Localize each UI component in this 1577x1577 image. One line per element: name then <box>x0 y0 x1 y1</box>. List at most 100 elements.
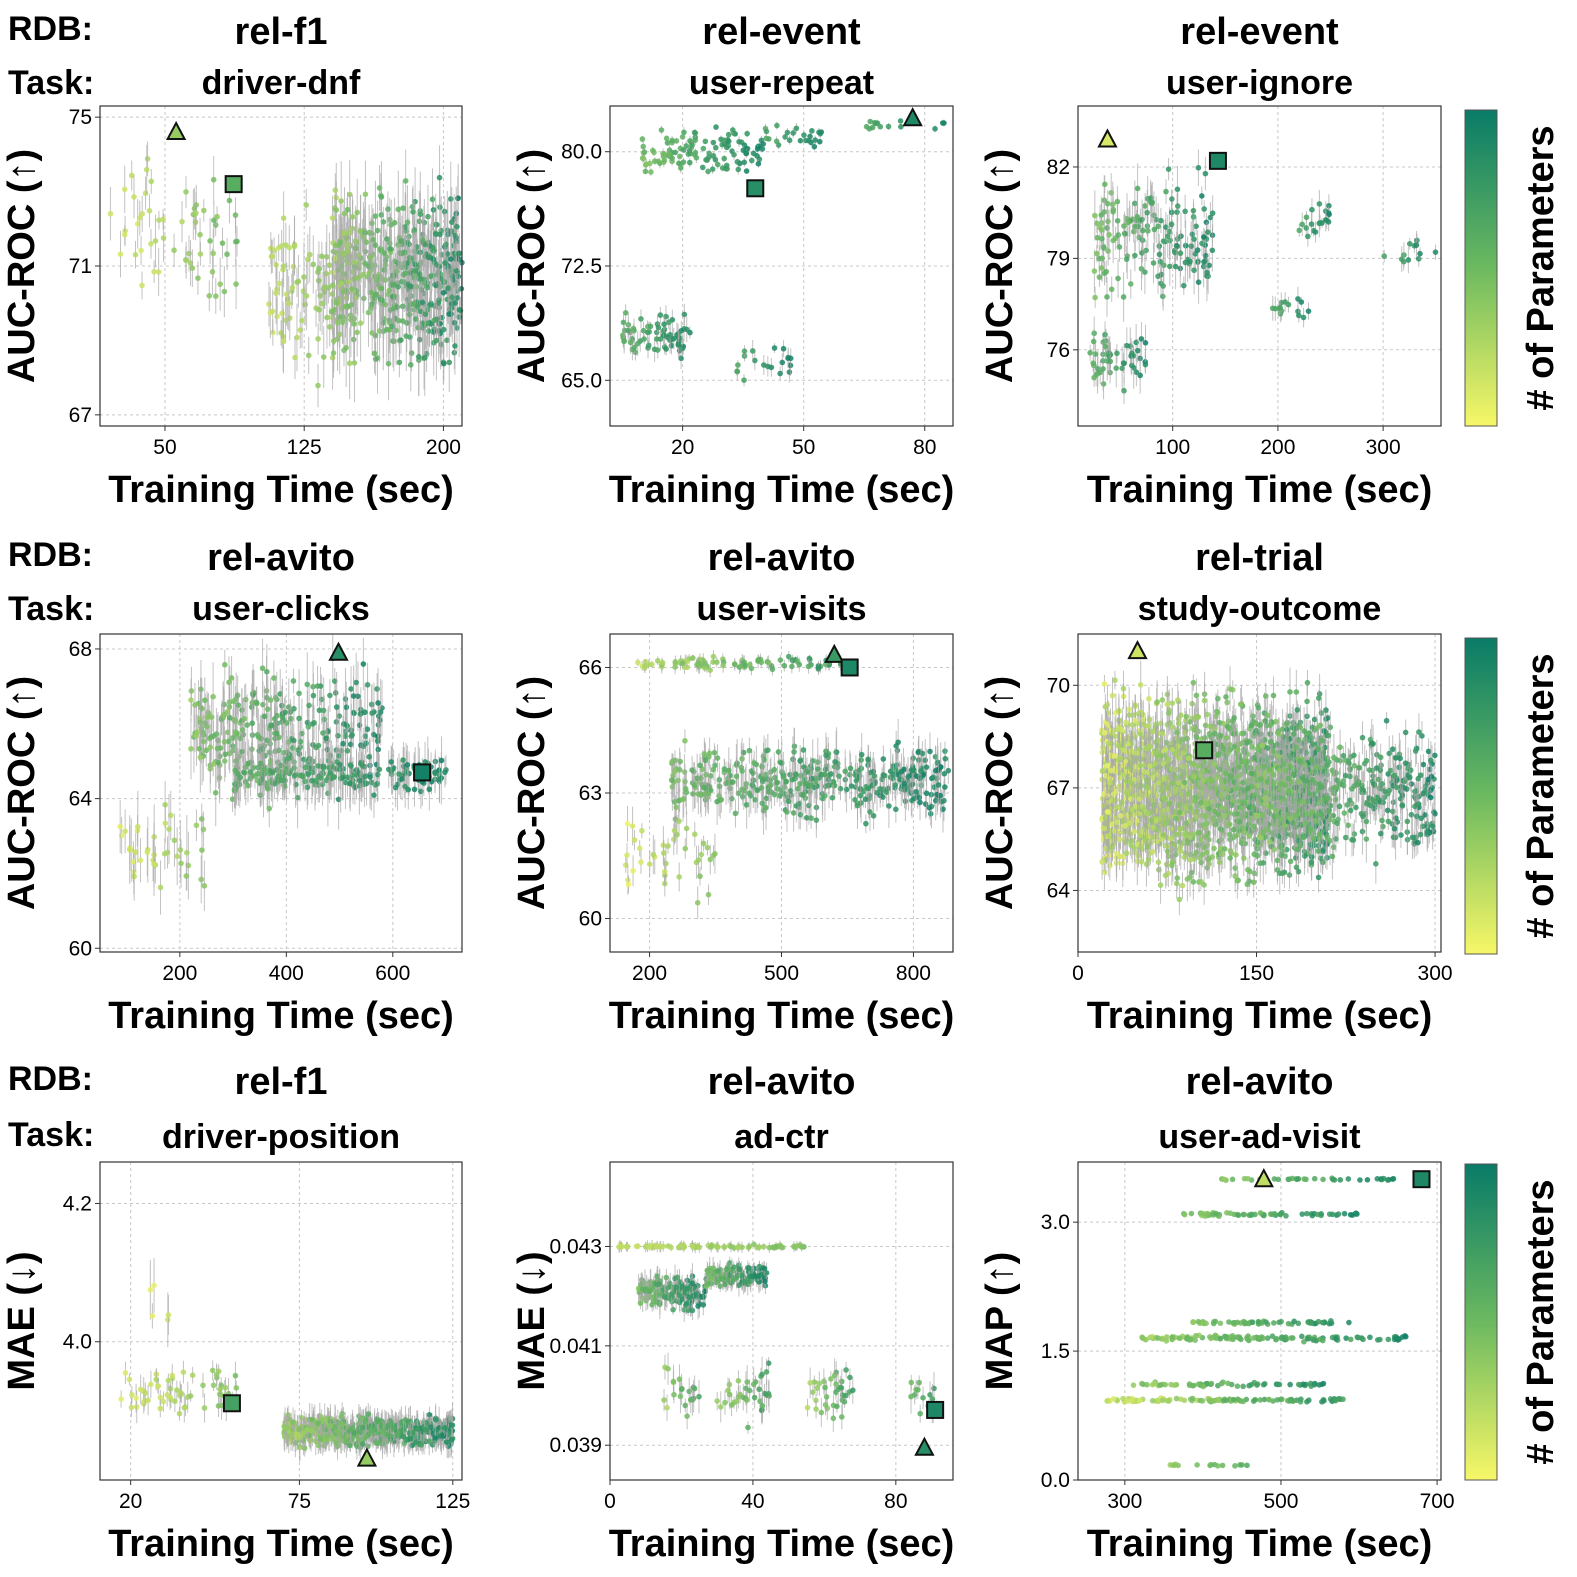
data-point <box>370 237 376 243</box>
data-point <box>1296 227 1303 234</box>
data-point <box>737 663 744 670</box>
data-point <box>255 734 262 740</box>
data-point <box>130 858 137 865</box>
data-point <box>143 166 150 173</box>
data-point <box>407 283 414 289</box>
data-point <box>781 662 788 669</box>
data-point <box>634 340 641 347</box>
data-point <box>327 770 334 776</box>
data-point <box>279 777 286 784</box>
data-point <box>644 329 651 336</box>
data-point <box>319 300 325 307</box>
data-point <box>1172 263 1179 270</box>
data-point <box>305 256 311 263</box>
data-point <box>276 280 283 287</box>
data-point <box>746 790 752 796</box>
data-point <box>132 251 139 258</box>
data-point <box>363 780 370 787</box>
data-point <box>201 883 208 889</box>
data-point <box>1312 229 1319 235</box>
data-point <box>310 261 317 268</box>
data-point <box>759 146 766 152</box>
data-point <box>710 766 717 773</box>
data-point <box>135 823 141 830</box>
data-point <box>755 160 762 167</box>
data-point <box>800 764 807 770</box>
data-point <box>932 125 938 132</box>
data-point <box>402 178 409 184</box>
axes-frame <box>1077 105 1442 427</box>
data-point <box>326 262 333 269</box>
data-point <box>138 247 144 254</box>
data-point <box>372 242 379 248</box>
data-point <box>146 207 153 214</box>
data-point <box>369 330 375 336</box>
data-point <box>663 346 669 352</box>
data-point <box>668 777 675 783</box>
data-point <box>1154 699 1160 705</box>
data-point <box>1102 181 1108 188</box>
data-point <box>739 768 745 774</box>
data-point <box>344 747 351 754</box>
data-point <box>1293 689 1300 695</box>
data-point <box>714 755 721 761</box>
data-point <box>232 767 238 774</box>
pareto-square <box>413 763 432 782</box>
data-point <box>865 756 871 763</box>
data-point <box>376 185 383 191</box>
data-point <box>249 720 256 727</box>
data-point <box>1160 283 1166 289</box>
data-point <box>344 774 351 781</box>
data-point <box>383 326 390 333</box>
data-point <box>815 665 822 671</box>
data-point <box>412 316 419 322</box>
data-point <box>264 668 270 675</box>
data-point <box>338 280 345 287</box>
data-point <box>126 846 133 853</box>
data-point <box>712 144 719 151</box>
data-point <box>364 726 371 733</box>
data-point <box>303 293 310 299</box>
data-point <box>657 312 664 318</box>
data-point <box>349 772 356 779</box>
x-axis-label: Training Time (sec) <box>108 995 454 1037</box>
pareto-square <box>746 179 765 198</box>
data-point <box>194 729 201 735</box>
data-point <box>1181 282 1187 289</box>
data-point <box>642 663 648 669</box>
data-point <box>771 791 778 798</box>
task-label-row3: Task: <box>8 1116 94 1154</box>
data-point <box>694 661 700 668</box>
data-point <box>697 873 703 880</box>
data-point <box>676 153 683 160</box>
data-point <box>290 678 297 684</box>
data-point <box>452 300 458 306</box>
data-point <box>371 792 377 798</box>
data-point <box>816 138 823 145</box>
data-point <box>355 252 362 258</box>
data-point <box>774 779 781 786</box>
data-point <box>730 779 736 785</box>
data-point <box>682 786 689 792</box>
data-point <box>686 147 693 154</box>
data-point <box>1305 308 1312 314</box>
data-point <box>725 138 732 145</box>
data-point <box>862 796 869 803</box>
data-point <box>234 692 241 699</box>
data-point <box>847 765 854 772</box>
data-point <box>702 757 709 764</box>
y-axis-label: AUC-ROC (↑) <box>511 676 553 910</box>
colorbar-label: # of Parameters <box>1520 1179 1562 1464</box>
data-point <box>731 661 738 667</box>
data-point <box>247 769 254 775</box>
chart-subtitle: user-ignore <box>1166 64 1353 102</box>
x-tick-label: 600 <box>375 962 410 985</box>
data-point <box>654 347 661 353</box>
data-point <box>942 784 948 790</box>
data-point <box>1102 343 1109 350</box>
data-point <box>807 782 814 789</box>
data-point <box>1204 269 1210 276</box>
y-tick-label: 71 <box>69 255 92 278</box>
data-point <box>295 278 302 285</box>
data-point <box>261 766 268 773</box>
